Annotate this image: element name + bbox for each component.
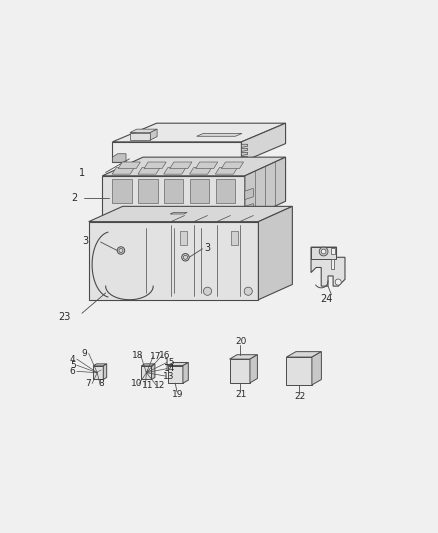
Text: 23: 23 (59, 312, 71, 322)
Text: 2: 2 (72, 193, 78, 203)
Polygon shape (144, 162, 166, 168)
Polygon shape (222, 162, 244, 168)
Polygon shape (190, 179, 209, 204)
Polygon shape (138, 179, 158, 204)
Text: 4: 4 (70, 354, 75, 364)
Polygon shape (141, 364, 155, 366)
Polygon shape (141, 366, 152, 379)
Polygon shape (245, 204, 253, 215)
Text: 11: 11 (142, 381, 154, 390)
Polygon shape (311, 247, 345, 286)
Text: 6: 6 (70, 367, 76, 376)
Polygon shape (241, 123, 286, 162)
Polygon shape (113, 123, 286, 142)
Polygon shape (103, 364, 107, 379)
Polygon shape (215, 179, 235, 204)
Text: 15: 15 (164, 358, 175, 367)
Polygon shape (245, 157, 286, 220)
Text: 1: 1 (78, 168, 85, 178)
Text: 20: 20 (235, 337, 247, 345)
Text: 21: 21 (235, 390, 247, 399)
Polygon shape (115, 222, 122, 230)
Polygon shape (113, 154, 126, 162)
Text: 5: 5 (70, 361, 76, 370)
Polygon shape (113, 179, 132, 204)
Polygon shape (130, 133, 150, 140)
Text: 24: 24 (320, 294, 332, 304)
Polygon shape (245, 188, 253, 199)
Polygon shape (88, 206, 293, 222)
Polygon shape (196, 162, 218, 168)
Polygon shape (183, 362, 188, 383)
Text: 10: 10 (131, 379, 142, 389)
Text: 17: 17 (150, 352, 162, 361)
Polygon shape (102, 220, 133, 232)
Polygon shape (286, 352, 321, 357)
Polygon shape (241, 144, 247, 147)
Polygon shape (286, 357, 312, 385)
Polygon shape (168, 366, 183, 383)
Polygon shape (331, 248, 336, 254)
Polygon shape (215, 167, 237, 174)
Text: 3: 3 (83, 236, 88, 246)
Circle shape (117, 247, 125, 254)
Text: 7: 7 (85, 379, 91, 388)
Polygon shape (93, 364, 107, 366)
Polygon shape (125, 222, 131, 230)
Polygon shape (112, 167, 134, 174)
Polygon shape (231, 231, 238, 245)
Text: 8: 8 (99, 379, 105, 388)
Polygon shape (241, 148, 247, 151)
Text: 22: 22 (294, 392, 306, 401)
Circle shape (335, 279, 341, 285)
Circle shape (319, 247, 328, 256)
Polygon shape (88, 222, 258, 300)
Text: 19: 19 (172, 390, 184, 399)
Polygon shape (168, 362, 188, 366)
Polygon shape (311, 247, 336, 259)
Polygon shape (258, 206, 293, 300)
Polygon shape (241, 157, 247, 159)
Polygon shape (118, 162, 140, 168)
Polygon shape (93, 366, 103, 379)
Text: 18: 18 (132, 351, 144, 360)
Polygon shape (130, 129, 157, 133)
Polygon shape (150, 129, 157, 140)
Text: 9: 9 (82, 349, 88, 358)
Polygon shape (197, 133, 242, 136)
Polygon shape (102, 176, 245, 220)
Circle shape (182, 254, 189, 261)
Circle shape (203, 287, 212, 295)
Polygon shape (113, 142, 241, 162)
Text: 12: 12 (154, 381, 165, 390)
Polygon shape (230, 354, 258, 359)
Text: 13: 13 (162, 372, 174, 381)
Polygon shape (102, 157, 286, 176)
Polygon shape (106, 222, 113, 230)
Polygon shape (164, 167, 186, 174)
Circle shape (321, 249, 326, 254)
Polygon shape (152, 364, 155, 379)
Polygon shape (180, 231, 187, 245)
Polygon shape (170, 162, 192, 168)
Polygon shape (190, 167, 212, 174)
Polygon shape (312, 352, 321, 385)
Polygon shape (250, 354, 258, 383)
Text: 3: 3 (204, 243, 210, 253)
Text: 14: 14 (164, 364, 175, 373)
Polygon shape (138, 167, 160, 174)
Polygon shape (164, 179, 184, 204)
Polygon shape (241, 152, 247, 156)
Text: 16: 16 (159, 351, 171, 360)
Polygon shape (230, 359, 250, 383)
Polygon shape (332, 259, 334, 269)
Circle shape (244, 287, 252, 295)
Polygon shape (170, 213, 187, 214)
